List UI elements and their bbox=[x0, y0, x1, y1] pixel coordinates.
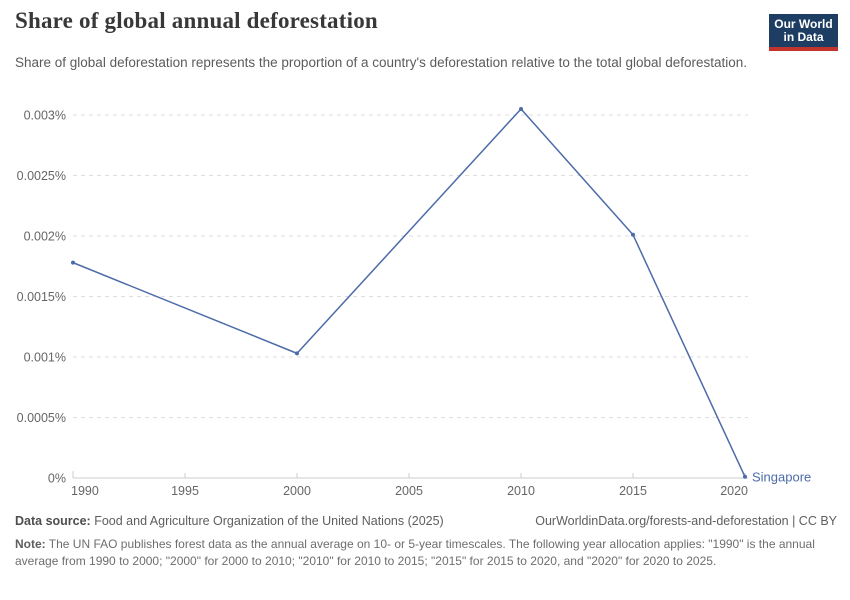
x-tick-label: 1990 bbox=[71, 484, 99, 498]
data-source-label: Data source: bbox=[15, 514, 91, 528]
y-tick-label: 0.001% bbox=[24, 351, 66, 365]
x-tick-label: 2015 bbox=[619, 484, 647, 498]
x-tick-label: 2010 bbox=[507, 484, 535, 498]
footer-source-row: Data source: Food and Agriculture Organi… bbox=[15, 514, 837, 528]
x-tick-label: 2005 bbox=[395, 484, 423, 498]
data-point-singapore-2000[interactable] bbox=[295, 351, 299, 356]
y-tick-label: 0.002% bbox=[24, 230, 66, 244]
data-source-text: Food and Agriculture Organization of the… bbox=[90, 514, 444, 528]
x-tick-label: 2000 bbox=[283, 484, 311, 498]
owid-logo-line2: in Data bbox=[783, 30, 824, 44]
y-tick-label: 0.003% bbox=[24, 109, 66, 123]
y-tick-label: 0.0025% bbox=[17, 169, 66, 183]
data-point-singapore-2020[interactable] bbox=[743, 474, 747, 479]
data-point-singapore-1990[interactable] bbox=[71, 260, 75, 265]
x-tick-label: 2020 bbox=[720, 484, 748, 498]
y-tick-label: 0.0015% bbox=[17, 290, 66, 304]
y-tick-label: 0% bbox=[48, 472, 66, 486]
owid-logo-line1: Our World bbox=[774, 17, 833, 31]
data-point-singapore-2010[interactable] bbox=[519, 106, 523, 111]
data-source: Data source: Food and Agriculture Organi… bbox=[15, 514, 444, 528]
chart-subtitle: Share of global deforestation represents… bbox=[15, 55, 748, 70]
y-tick-label: 0.0005% bbox=[17, 411, 66, 425]
series-line-singapore[interactable] bbox=[72, 108, 746, 478]
note-label: Note: bbox=[15, 537, 46, 551]
data-point-singapore-2015[interactable] bbox=[631, 232, 635, 237]
owid-url-link[interactable]: OurWorldinData.org/forests-and-deforesta… bbox=[535, 514, 837, 528]
note-text: The UN FAO publishes forest data as the … bbox=[15, 537, 815, 568]
footer-note: Note: The UN FAO publishes forest data a… bbox=[15, 536, 837, 570]
series-label-singapore[interactable]: Singapore bbox=[752, 469, 811, 484]
page-title: Share of global annual deforestation bbox=[15, 8, 378, 33]
owid-logo[interactable]: Our World in Data bbox=[769, 14, 838, 51]
x-tick-label: 1995 bbox=[171, 484, 199, 498]
